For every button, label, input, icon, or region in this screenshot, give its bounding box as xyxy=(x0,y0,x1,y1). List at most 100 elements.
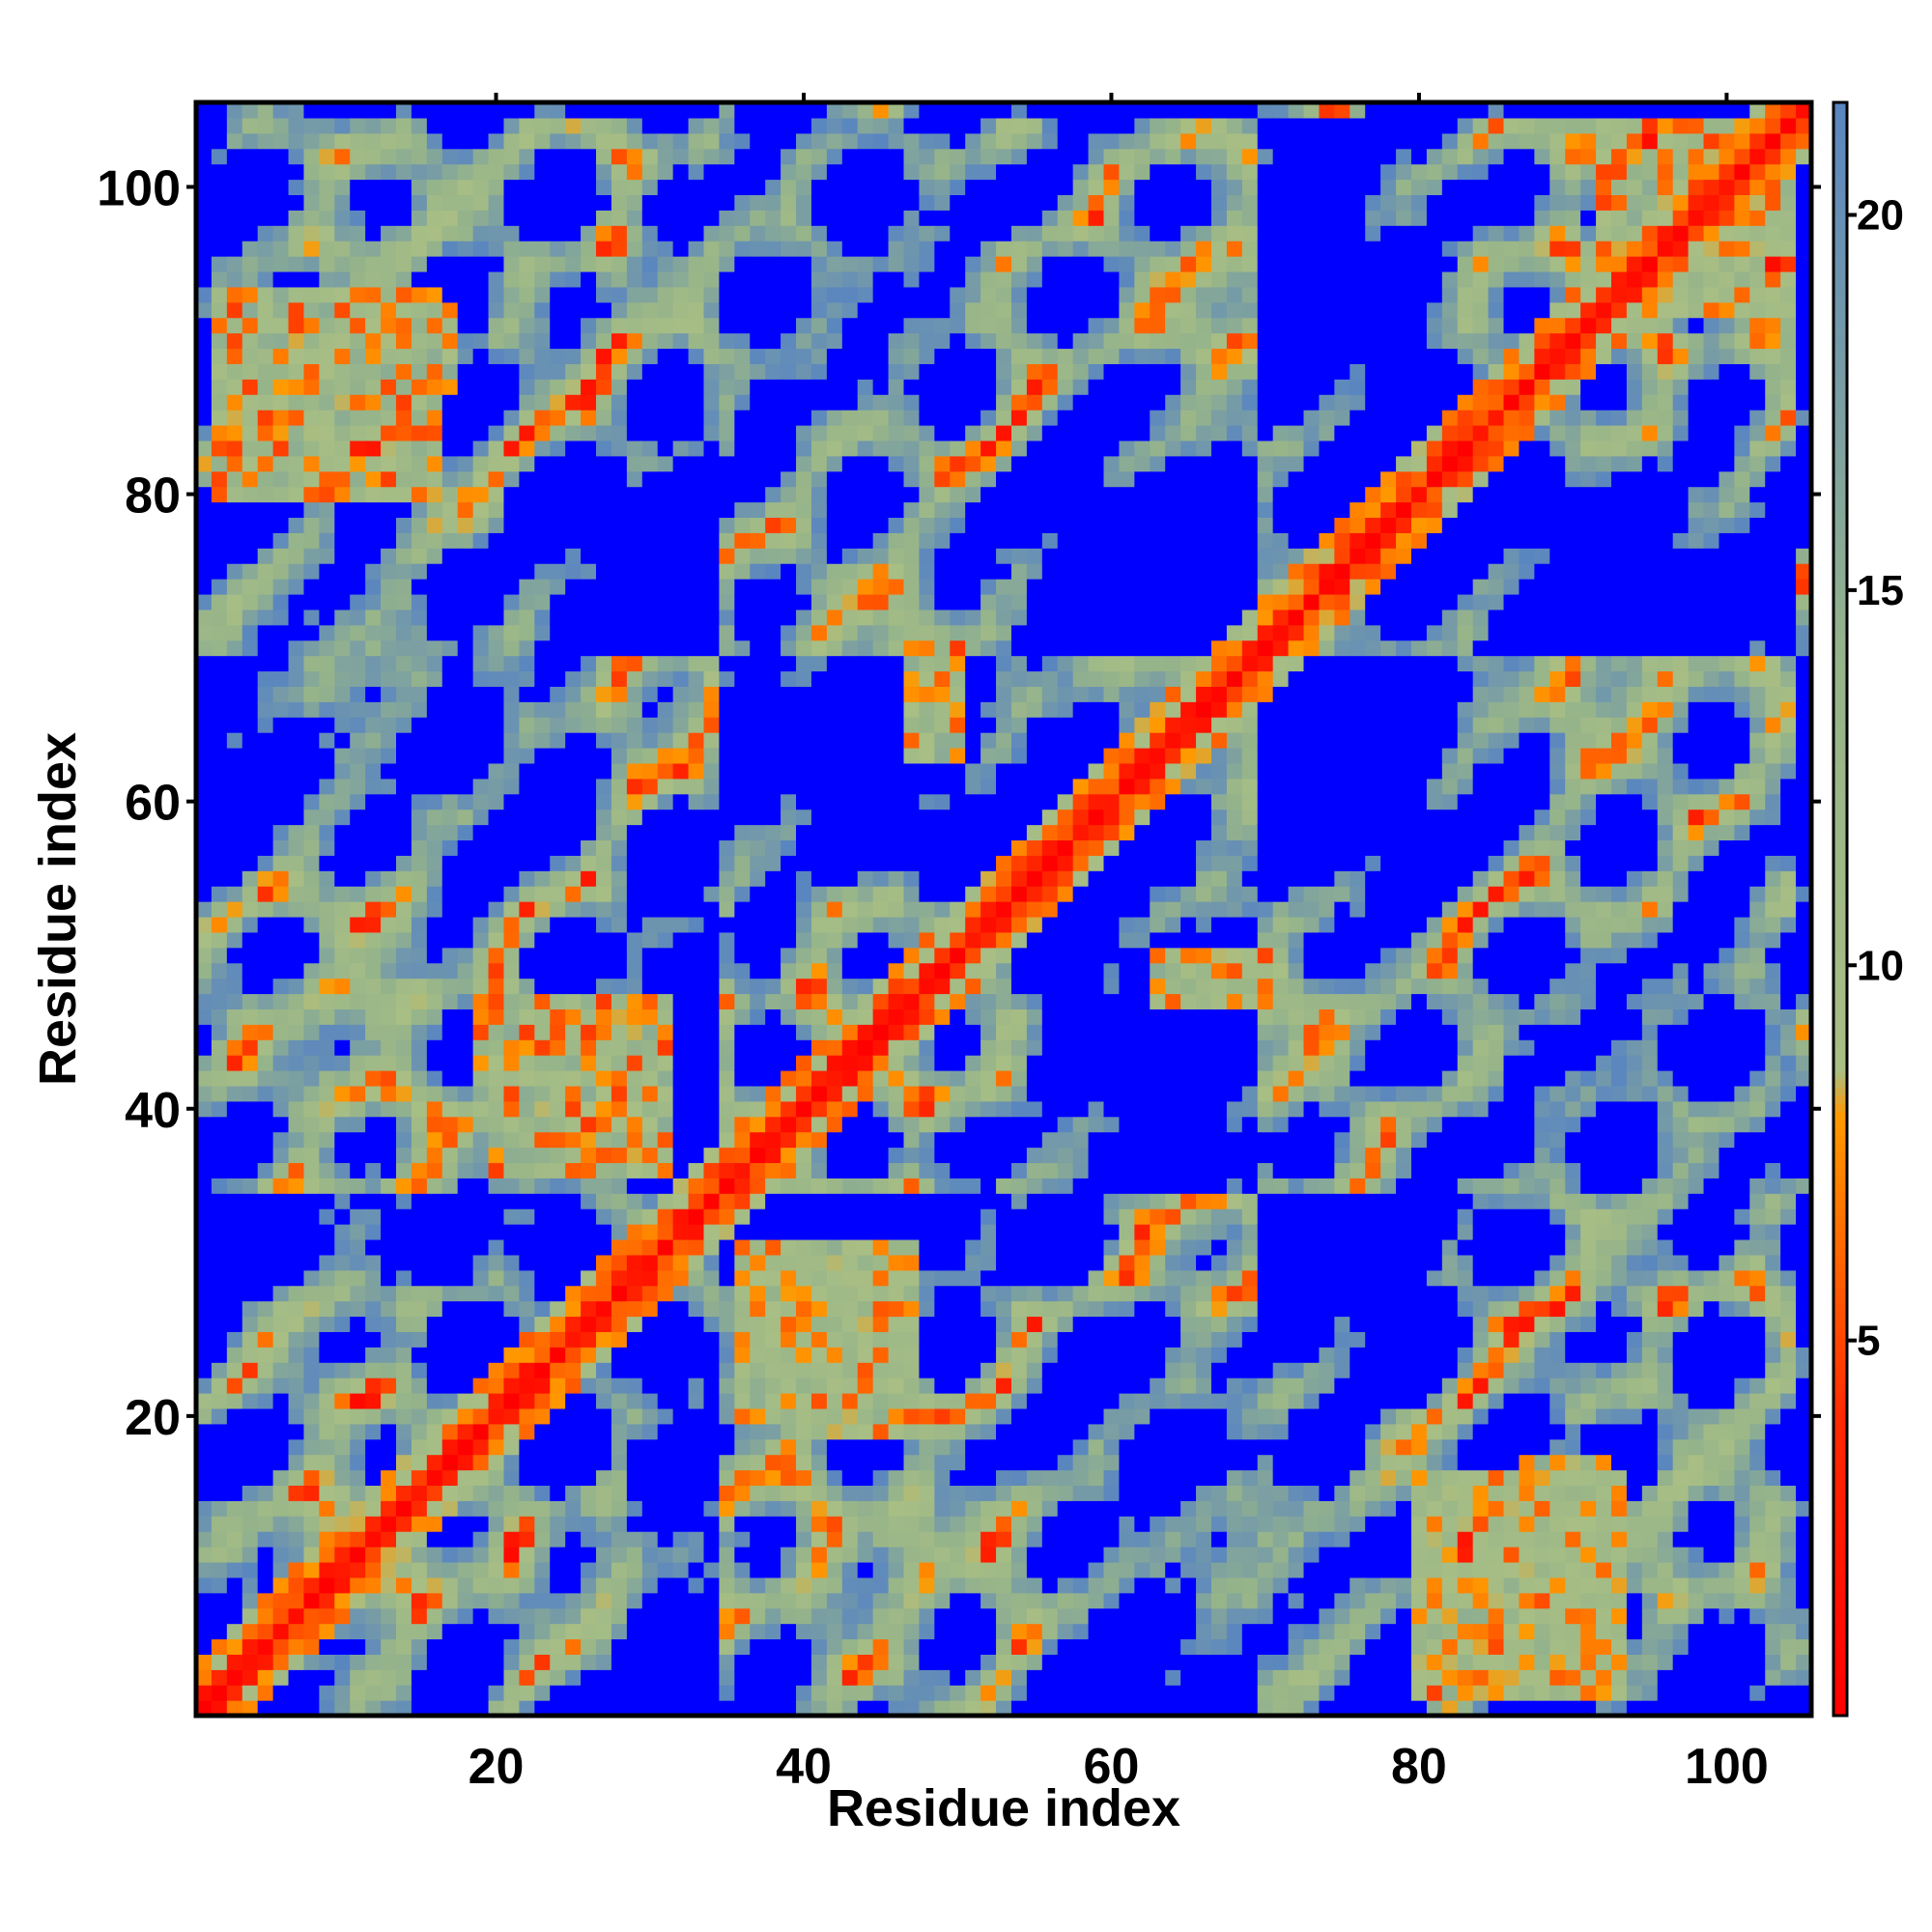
heatmap-cell xyxy=(750,241,766,257)
heatmap-cell xyxy=(503,470,520,488)
heatmap-cell xyxy=(826,102,843,119)
heatmap-cell xyxy=(703,363,721,380)
heatmap-cell xyxy=(810,317,828,334)
heatmap-cell xyxy=(888,486,905,503)
heatmap-cell xyxy=(888,1485,905,1501)
heatmap-cell xyxy=(796,132,812,150)
heatmap-cell xyxy=(765,748,781,764)
heatmap-cell xyxy=(641,1116,659,1133)
heatmap-cell xyxy=(888,1039,905,1056)
heatmap-cell xyxy=(272,501,290,519)
heatmap-cell xyxy=(581,1131,597,1149)
heatmap-cell xyxy=(781,1162,797,1179)
heatmap-cell xyxy=(272,394,290,411)
heatmap-cell xyxy=(503,256,520,272)
heatmap-cell xyxy=(426,916,443,933)
heatmap-cell xyxy=(365,1438,382,1456)
heatmap-cell xyxy=(810,1669,828,1686)
heatmap-cell xyxy=(626,609,643,626)
heatmap-cell xyxy=(781,778,797,795)
heatmap-cell xyxy=(303,1070,320,1087)
heatmap-cell xyxy=(242,639,259,657)
heatmap-cell xyxy=(857,1269,874,1287)
heatmap-cell xyxy=(242,1085,259,1102)
heatmap-cell xyxy=(703,824,721,841)
heatmap-cell xyxy=(472,1500,490,1517)
heatmap-cell xyxy=(226,993,243,1009)
heatmap-cell xyxy=(211,1516,228,1532)
heatmap-cell xyxy=(581,1685,597,1701)
heatmap-cell xyxy=(196,1039,213,1056)
heatmap-cell xyxy=(488,286,505,303)
heatmap-cell xyxy=(688,132,705,150)
heatmap-cell xyxy=(796,639,812,657)
heatmap-cell xyxy=(365,655,382,672)
heatmap-cell xyxy=(303,655,320,672)
heatmap-cell xyxy=(596,809,612,826)
heatmap-cell xyxy=(441,609,459,626)
heatmap-cell xyxy=(211,1039,228,1056)
heatmap-cell xyxy=(611,931,628,949)
heatmap-cell xyxy=(826,1469,843,1487)
heatmap-cell xyxy=(381,179,397,196)
heatmap-cell xyxy=(872,809,890,826)
heatmap-cell xyxy=(381,1393,397,1409)
heatmap-cell xyxy=(196,455,213,472)
heatmap-cell xyxy=(672,732,690,749)
heatmap-cell xyxy=(457,1024,474,1040)
heatmap-cell xyxy=(226,1147,243,1164)
heatmap-cell xyxy=(242,286,259,303)
heatmap-cell xyxy=(381,1485,397,1501)
heatmap-cell xyxy=(534,701,551,718)
heatmap-cell xyxy=(657,563,674,580)
heatmap-cell xyxy=(781,1500,797,1517)
heatmap-cell xyxy=(857,1531,874,1548)
heatmap-cell xyxy=(903,993,921,1009)
heatmap-cell xyxy=(565,1285,582,1302)
heatmap-cell xyxy=(534,1500,551,1517)
heatmap-cell xyxy=(319,1592,335,1609)
heatmap-cell xyxy=(396,1469,412,1487)
heatmap-cell xyxy=(426,132,443,150)
heatmap-cell xyxy=(488,931,505,949)
heatmap-cell xyxy=(288,1438,305,1456)
heatmap-cell xyxy=(226,256,243,272)
heatmap-cell xyxy=(810,548,828,564)
heatmap-cell xyxy=(242,1024,259,1040)
heatmap-cell xyxy=(503,809,520,826)
heatmap-cell xyxy=(765,470,781,488)
heatmap-cell xyxy=(672,1039,690,1056)
heatmap-cell xyxy=(396,593,412,611)
heatmap-cell xyxy=(734,1347,751,1363)
heatmap-cell xyxy=(841,1454,859,1471)
heatmap-cell xyxy=(550,1592,566,1609)
heatmap-cell xyxy=(550,639,566,657)
heatmap-cell xyxy=(411,778,428,795)
heatmap-cell xyxy=(872,1500,890,1517)
heatmap-cell xyxy=(303,1162,320,1179)
heatmap-cell xyxy=(581,348,597,364)
heatmap-cell xyxy=(226,117,243,134)
heatmap-cell xyxy=(365,455,382,472)
heatmap-cell xyxy=(288,732,305,749)
heatmap-cell xyxy=(242,425,259,441)
heatmap-cell xyxy=(457,809,474,826)
heatmap-cell xyxy=(534,363,551,380)
heatmap-cell xyxy=(781,947,797,964)
heatmap-cell xyxy=(426,1393,443,1409)
heatmap-cell xyxy=(750,1178,766,1194)
heatmap-cell xyxy=(550,1607,566,1625)
heatmap-cell xyxy=(288,270,305,288)
heatmap-cell xyxy=(272,824,290,841)
heatmap-cell xyxy=(734,624,751,641)
heatmap-cell xyxy=(703,1238,721,1256)
heatmap-cell xyxy=(550,394,566,411)
heatmap-cell xyxy=(396,425,412,441)
heatmap-cell xyxy=(550,286,566,303)
heatmap-cell xyxy=(657,517,674,533)
heatmap-cell xyxy=(750,901,766,918)
heatmap-cell xyxy=(565,1100,582,1118)
heatmap-cell xyxy=(226,1285,243,1302)
heatmap-cell xyxy=(411,210,428,226)
heatmap-cell xyxy=(888,132,905,150)
